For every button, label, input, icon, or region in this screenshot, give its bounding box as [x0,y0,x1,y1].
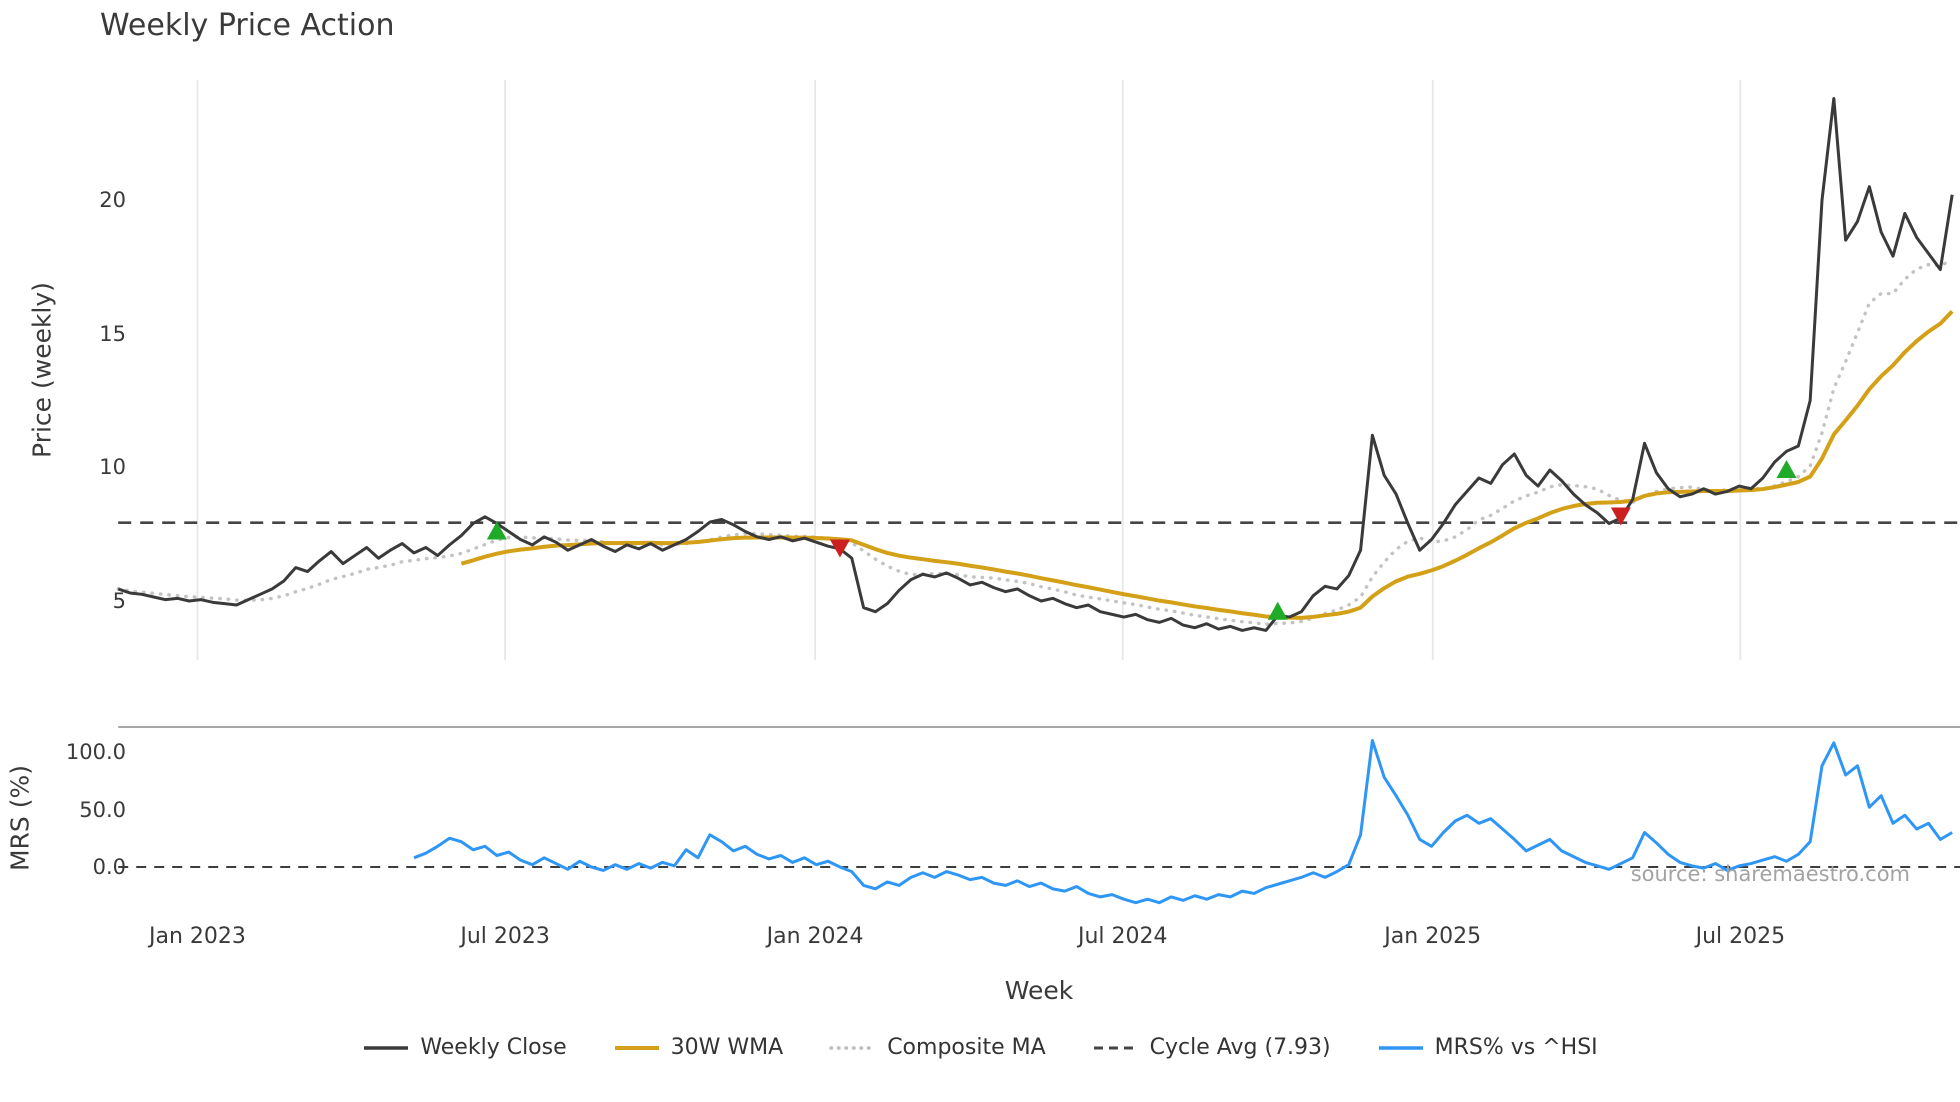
chart-title: Weekly Price Action [100,8,395,43]
chart-legend: Weekly Close 30W WMA Composite MA Cycle Avg… [0,1035,1960,1060]
sell-signal-marker [1610,507,1631,526]
x-axis-label: Week [1004,976,1074,1005]
x-tick-jan-2025: Jan 2025 [1384,924,1482,949]
x-tick-jul-2024: Jul 2024 [1077,924,1168,949]
legend-swatch-icon [1093,1046,1138,1049]
legend-item-mrs-vs-hsi: MRS% vs ^HSI [1377,1035,1598,1060]
buy-signal-marker [486,521,507,540]
x-tick-jan-2024: Jan 2024 [766,924,864,949]
legend-label: 30W WMA [670,1035,784,1060]
weekly-close-line [117,96,1954,632]
legend-label: Weekly Close [420,1035,567,1060]
legend-label: Composite MA [887,1035,1046,1060]
composite-ma-line [116,258,1954,626]
price-tick-20: 20 [99,188,126,213]
mrs-tick-50: 50.0 [79,797,126,822]
legend-item-30w-wma: 30W WMA [613,1035,784,1060]
legend-swatch-icon [829,1045,877,1050]
buy-signal-marker [1267,601,1288,620]
price-axis-label: Price (weekly) [27,282,57,458]
source-credit: source: sharemaestro.com [1630,862,1910,886]
legend-label: MRS% vs ^HSI [1434,1035,1598,1060]
legend-item-cycle-avg-7-93-: Cycle Avg (7.93) [1092,1035,1331,1060]
x-tick-jul-2025: Jul 2025 [1695,924,1786,949]
price-tick-15: 15 [99,321,126,346]
buy-signal-marker [1776,460,1797,479]
wma-line [460,309,1954,620]
price-tick-5: 5 [112,589,126,613]
mrs-tick-100: 100.0 [65,740,126,764]
mrs-tick-0: 0.0 [92,855,126,879]
price-tick-10: 10 [99,455,126,480]
legend-swatch-icon [364,1045,409,1050]
x-tick-jan-2023: Jan 2023 [149,924,246,949]
legend-item-weekly-close: Weekly Close [362,1035,567,1060]
mrs-line [413,739,1953,905]
legend-swatch-icon [1378,1045,1423,1050]
legend-swatch-icon [614,1045,659,1050]
legend-label: Cycle Avg (7.93) [1149,1035,1331,1060]
sell-signal-marker [829,539,850,558]
x-tick-jul-2023: Jul 2023 [460,924,550,949]
legend-item-composite-ma: Composite MA [829,1035,1046,1060]
